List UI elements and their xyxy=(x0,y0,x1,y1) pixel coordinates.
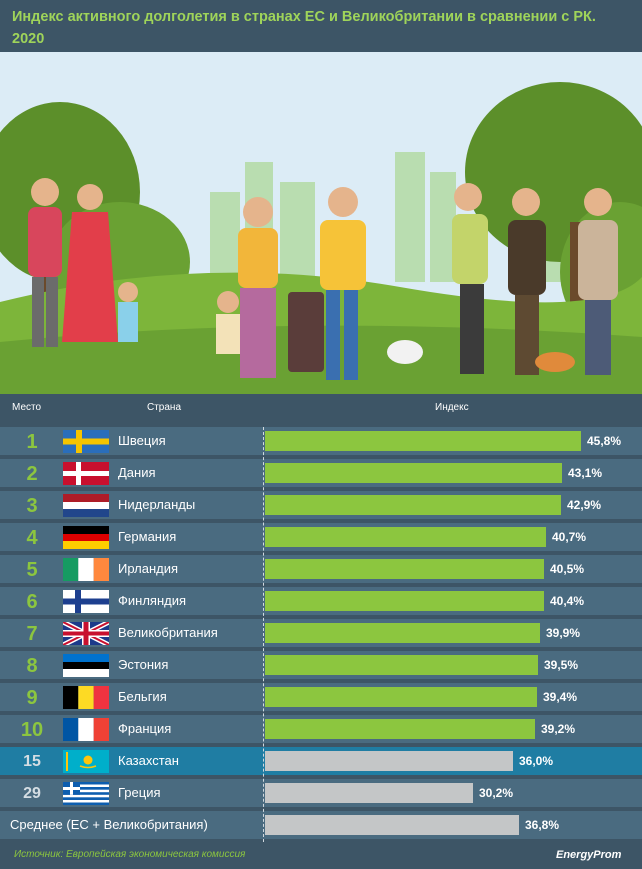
denmark-flag xyxy=(63,462,109,485)
country-label: Среднее (ЕС + Великобритания) xyxy=(10,817,208,832)
rank-label: 5 xyxy=(26,559,38,581)
value-label: 42,9% xyxy=(567,498,602,512)
country-label: Великобритания xyxy=(118,625,218,640)
header-index: Индекс xyxy=(435,402,469,413)
rank-label: 9 xyxy=(26,687,38,709)
rank-label: 7 xyxy=(26,623,38,645)
chart-row: 6 Финляндия 40,4% xyxy=(0,587,642,615)
estonia-flag xyxy=(63,654,109,677)
netherlands-flag xyxy=(63,494,109,517)
chart-row: Среднее (ЕС + Великобритания) 36,8% xyxy=(0,811,642,839)
value-label: 36,8% xyxy=(525,818,560,832)
country-label: Франция xyxy=(118,721,172,736)
chart-row: 9 Бельгия 39,4% xyxy=(0,683,642,711)
kazakhstan-flag xyxy=(63,750,109,773)
chart-row: 1 Швеция 45,8% xyxy=(0,427,642,455)
bar xyxy=(265,815,519,835)
bar xyxy=(265,687,537,707)
value-label: 40,5% xyxy=(550,562,585,576)
chart-row: 4 Германия 40,7% xyxy=(0,523,642,551)
value-label: 39,2% xyxy=(541,722,576,736)
value-label: 40,4% xyxy=(550,594,585,608)
ireland-flag xyxy=(63,558,109,581)
bar xyxy=(265,591,544,611)
country-label: Казахстан xyxy=(118,753,179,768)
rank-label: 6 xyxy=(26,591,38,613)
column-header-row: Место Страна Индекс xyxy=(0,398,642,418)
sweden-flag xyxy=(63,430,109,453)
country-label: Нидерланды xyxy=(118,497,196,512)
chart-row: 7 Великобритания 39,9% xyxy=(0,619,642,647)
value-label: 39,4% xyxy=(543,690,578,704)
rank-label: 29 xyxy=(23,785,41,802)
rank-label: 8 xyxy=(26,655,38,677)
rank-label: 15 xyxy=(23,753,41,770)
bar xyxy=(265,495,561,515)
belgium-flag xyxy=(63,686,109,709)
bar xyxy=(265,751,513,771)
baseline-dashed-line xyxy=(263,427,264,842)
country-label: Дания xyxy=(118,465,156,480)
rank-label: 2 xyxy=(26,463,38,485)
bar xyxy=(265,719,535,739)
country-label: Германия xyxy=(118,529,177,544)
bar xyxy=(265,623,540,643)
value-label: 39,9% xyxy=(546,626,581,640)
bar xyxy=(265,463,562,483)
bar xyxy=(265,559,544,579)
greece-flag xyxy=(63,782,109,805)
country-label: Эстония xyxy=(118,657,169,672)
chart-row: 8 Эстония 39,5% xyxy=(0,651,642,679)
rank-label: 3 xyxy=(26,495,38,517)
chart-row: 15 Казахстан 36,0% xyxy=(0,747,642,775)
chart-row: 10 Франция 39,2% xyxy=(0,715,642,743)
germany-flag xyxy=(63,526,109,549)
chart-title: Индекс активного долголетия в странах ЕС… xyxy=(12,9,596,47)
rank-label: 10 xyxy=(20,719,44,741)
illustration-elderly-people-park xyxy=(0,52,642,394)
value-label: 39,5% xyxy=(544,658,579,672)
france-flag xyxy=(63,718,109,741)
rank-label: 1 xyxy=(26,431,38,453)
value-label: 40,7% xyxy=(552,530,587,544)
value-label: 30,2% xyxy=(479,786,514,800)
brand-logo: EnergyProm xyxy=(556,849,622,861)
country-label: Ирландия xyxy=(118,561,179,576)
finland-flag xyxy=(63,590,109,613)
value-label: 45,8% xyxy=(587,434,622,448)
chart-row: 2 Дания 43,1% xyxy=(0,459,642,487)
source-note: Источник: Европейская экономическая коми… xyxy=(14,849,246,860)
country-label: Швеция xyxy=(118,433,166,448)
uk-flag xyxy=(63,622,109,645)
header-country: Страна xyxy=(147,402,182,413)
bar xyxy=(265,655,538,675)
country-label: Финляндия xyxy=(118,593,187,608)
chart-row: 3 Нидерланды 42,9% xyxy=(0,491,642,519)
bar xyxy=(265,527,546,547)
chart-row: 29 Греция 30,2% xyxy=(0,779,642,807)
country-label: Бельгия xyxy=(118,689,167,704)
country-label: Греция xyxy=(118,785,161,800)
header-rank: Место xyxy=(12,402,42,413)
value-label: 43,1% xyxy=(568,466,603,480)
bar xyxy=(265,431,581,451)
rank-label: 4 xyxy=(26,527,38,549)
chart-row: 5 Ирландия 40,5% xyxy=(0,555,642,583)
value-label: 36,0% xyxy=(519,754,554,768)
bar xyxy=(265,783,473,803)
